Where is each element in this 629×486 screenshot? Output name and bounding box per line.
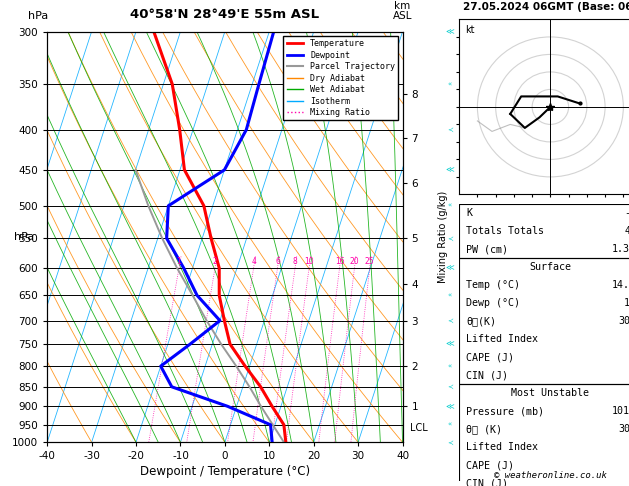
Text: 1011: 1011 <box>612 406 629 416</box>
Text: hPa: hPa <box>14 232 34 242</box>
Text: Dewp (°C): Dewp (°C) <box>467 298 520 308</box>
Text: ≪: ≪ <box>445 263 454 273</box>
Text: 20: 20 <box>350 257 359 266</box>
Text: «: « <box>448 203 452 209</box>
Text: ≺: ≺ <box>447 439 453 445</box>
Text: 27.05.2024 06GMT (Base: 06): 27.05.2024 06GMT (Base: 06) <box>463 2 629 12</box>
Text: K: K <box>467 208 472 218</box>
Text: ≺: ≺ <box>447 127 453 133</box>
Text: CAPE (J): CAPE (J) <box>467 352 515 362</box>
Text: CIN (J): CIN (J) <box>467 478 508 486</box>
Text: Surface: Surface <box>530 262 571 272</box>
Text: Pressure (mb): Pressure (mb) <box>467 406 545 416</box>
Text: 6: 6 <box>275 257 280 266</box>
Text: ≪: ≪ <box>445 165 454 174</box>
Text: «: « <box>448 81 452 87</box>
Text: θᴇ (K): θᴇ (K) <box>467 424 503 434</box>
Text: 309: 309 <box>618 424 629 434</box>
Text: 25: 25 <box>365 257 374 266</box>
Text: PW (cm): PW (cm) <box>467 244 508 254</box>
Text: ≪: ≪ <box>445 402 454 411</box>
Text: 41: 41 <box>624 226 629 236</box>
Text: 4: 4 <box>251 257 256 266</box>
Text: «: « <box>448 422 452 428</box>
Text: 309: 309 <box>618 316 629 326</box>
Text: «: « <box>448 363 452 369</box>
Text: 16: 16 <box>335 257 344 266</box>
Text: -7: -7 <box>624 208 629 218</box>
Text: CIN (J): CIN (J) <box>467 370 508 380</box>
Text: Mixing Ratio (g/kg): Mixing Ratio (g/kg) <box>438 191 448 283</box>
Text: 14.1: 14.1 <box>612 280 629 290</box>
Text: 10: 10 <box>304 257 314 266</box>
Text: ≺: ≺ <box>447 235 453 242</box>
Text: Temp (°C): Temp (°C) <box>467 280 520 290</box>
Legend: Temperature, Dewpoint, Parcel Trajectory, Dry Adiabat, Wet Adiabat, Isotherm, Mi: Temperature, Dewpoint, Parcel Trajectory… <box>284 36 398 121</box>
Text: Lifted Index: Lifted Index <box>467 442 538 452</box>
Text: ≺: ≺ <box>447 384 453 390</box>
Text: LCL: LCL <box>409 423 428 433</box>
Text: 1: 1 <box>177 257 181 266</box>
Text: 1.31: 1.31 <box>612 244 629 254</box>
Text: hPa: hPa <box>28 11 48 21</box>
Text: ≪: ≪ <box>445 340 454 348</box>
Text: 2: 2 <box>213 257 218 266</box>
Text: ≪: ≪ <box>445 27 454 36</box>
Text: ≺: ≺ <box>447 317 453 324</box>
Text: © weatheronline.co.uk: © weatheronline.co.uk <box>494 471 607 480</box>
X-axis label: Dewpoint / Temperature (°C): Dewpoint / Temperature (°C) <box>140 466 310 478</box>
Text: 40°58'N 28°49'E 55m ASL: 40°58'N 28°49'E 55m ASL <box>130 8 320 21</box>
Text: Most Unstable: Most Unstable <box>511 388 589 398</box>
Text: km
ASL: km ASL <box>392 0 413 21</box>
Text: 8: 8 <box>292 257 298 266</box>
Text: θᴇ(K): θᴇ(K) <box>467 316 496 326</box>
Text: CAPE (J): CAPE (J) <box>467 460 515 470</box>
Text: Totals Totals: Totals Totals <box>467 226 545 236</box>
Text: 11: 11 <box>624 298 629 308</box>
Text: «: « <box>448 292 452 298</box>
Text: Lifted Index: Lifted Index <box>467 334 538 344</box>
Text: kt: kt <box>465 25 474 35</box>
